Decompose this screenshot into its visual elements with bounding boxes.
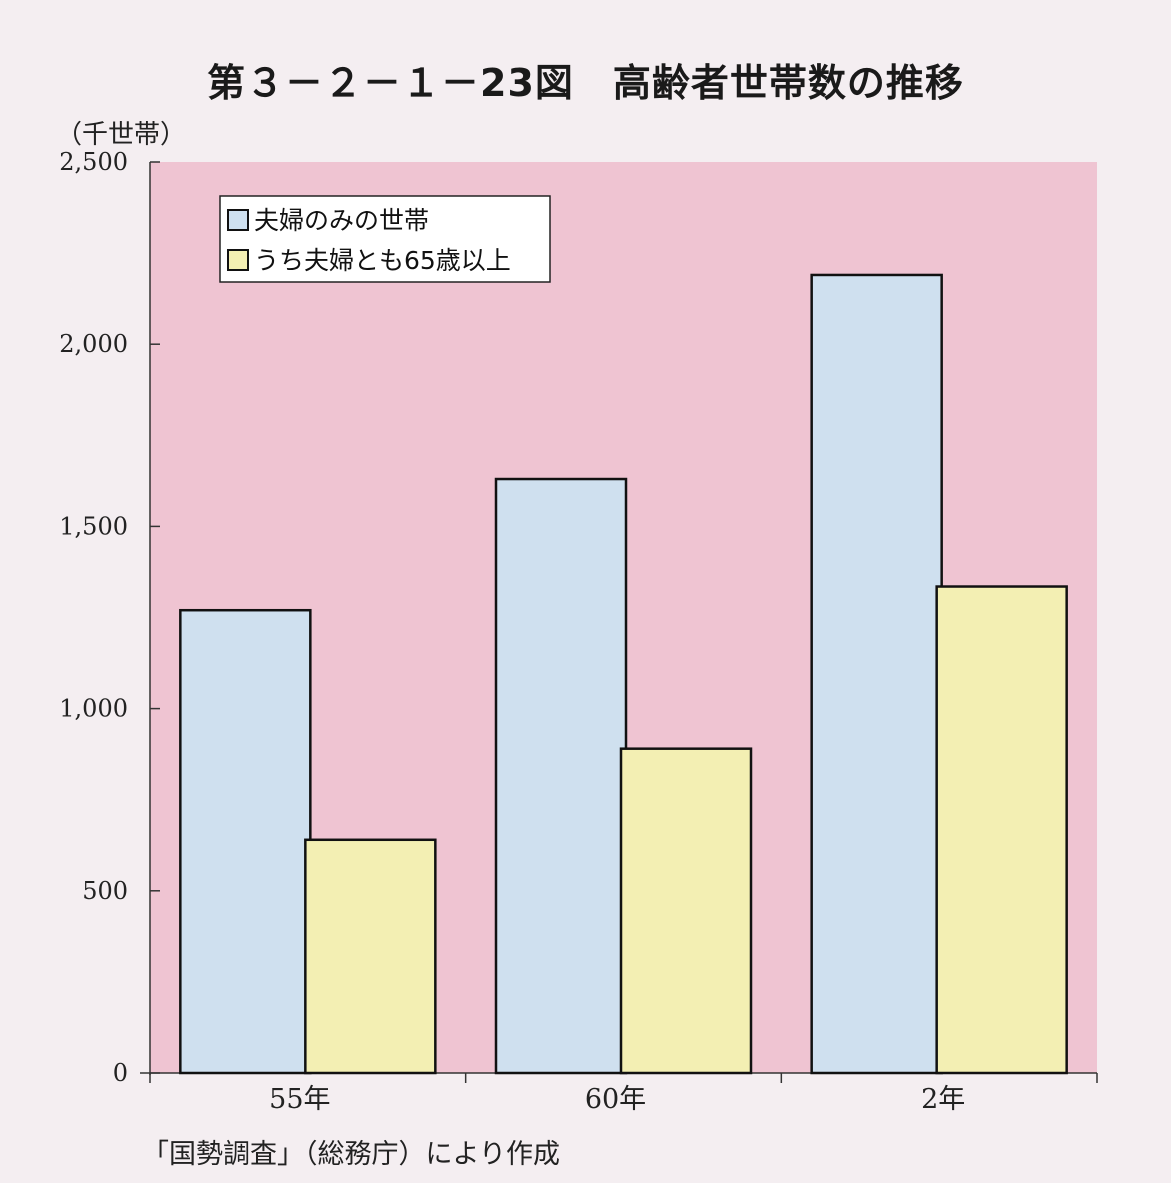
bar-couple-households-1 — [494, 477, 628, 1075]
legend-swatch — [227, 249, 249, 271]
bar-both-65-plus-1 — [619, 747, 753, 1075]
x-category-label: 60年 — [585, 1084, 646, 1115]
y-tick-label: 500 — [82, 877, 128, 905]
y-axis: 0 500 1,000 1,500 2,000 2,500 — [59, 148, 160, 1087]
bars — [179, 273, 1068, 1075]
y-tick-label: 1,000 — [59, 695, 128, 723]
bar-both-65-plus-2 — [935, 585, 1068, 1075]
bar-couple-households-0 — [179, 608, 312, 1075]
y-unit-label: （千世帯） — [56, 120, 187, 150]
y-tick-label: 0 — [113, 1059, 128, 1087]
x-category-label: 2年 — [921, 1084, 965, 1115]
legend-swatch — [227, 209, 249, 231]
y-tick-label: 1,500 — [59, 512, 128, 540]
source-note: 「国勢調査」（総務庁）により作成 — [142, 1139, 560, 1170]
bar-both-65-plus-0 — [304, 838, 437, 1075]
legend-label: うち夫婦とも65歳以上 — [254, 246, 511, 275]
legend-box — [219, 195, 551, 283]
legend-label: 夫婦のみの世帯 — [254, 206, 429, 235]
y-tick-label: 2,500 — [59, 148, 128, 176]
x-axis: 55年 60年 2年 — [140, 1072, 1098, 1115]
bar-couple-households-2 — [810, 273, 943, 1075]
y-tick-label: 2,000 — [59, 330, 128, 358]
chart-title: 第３－２－１－23図 高齢者世帯数の推移 — [207, 61, 964, 105]
x-category-label: 55年 — [269, 1084, 330, 1115]
